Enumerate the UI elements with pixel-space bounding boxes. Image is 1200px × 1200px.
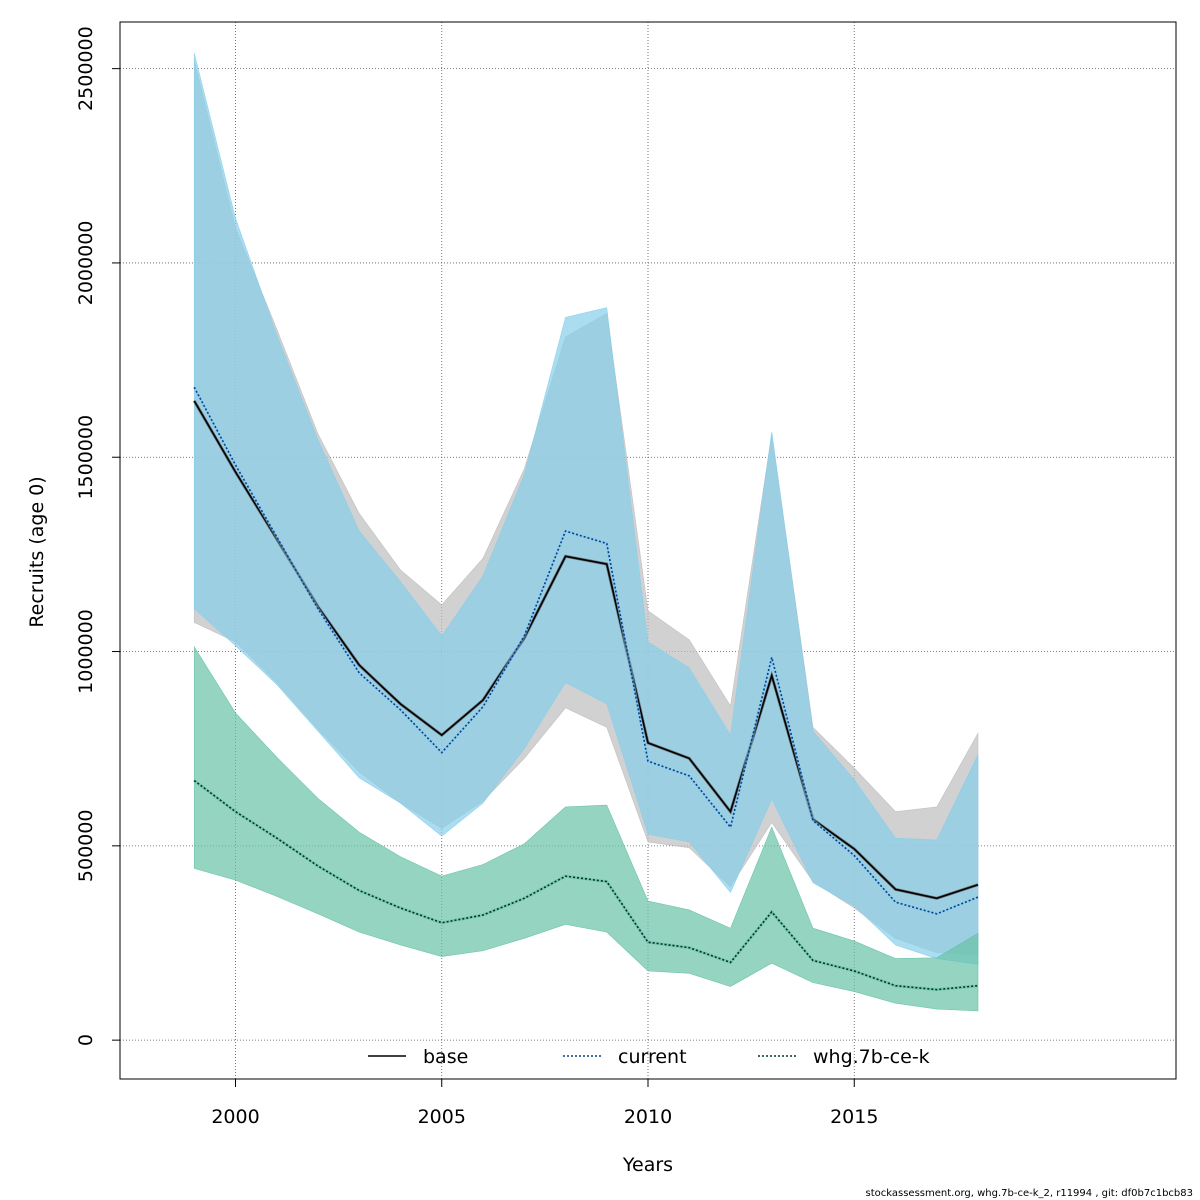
x-tick-label: 2010 bbox=[624, 1106, 672, 1128]
x-axis-title: Years bbox=[622, 1154, 673, 1176]
legend: base current whg.7b-ce-k bbox=[368, 1046, 930, 1068]
series-line-whg.7b-ce-k bbox=[193, 779, 979, 991]
legend-label-current: current bbox=[618, 1046, 687, 1068]
series-line-base bbox=[193, 400, 979, 900]
x-tick-label: 2005 bbox=[418, 1106, 466, 1128]
x-axis-ticks: 2000 2005 2010 2015 bbox=[211, 1079, 878, 1128]
y-tick-label: 1500000 bbox=[75, 415, 97, 500]
footer-note: stockassessment.org, whg.7b-ce-k_2, r119… bbox=[866, 1188, 1193, 1199]
x-tick-label: 2000 bbox=[211, 1106, 259, 1128]
y-tick-label: 0 bbox=[75, 1034, 97, 1046]
series-line-halo-current bbox=[192, 386, 979, 916]
confidence-band-whg.7b-ce-k bbox=[193, 645, 979, 1012]
y-tick-label: 1000000 bbox=[75, 609, 97, 694]
series-lines bbox=[192, 386, 979, 992]
y-tick-label: 2500000 bbox=[75, 26, 97, 111]
y-tick-label: 2000000 bbox=[75, 221, 97, 306]
y-tick-label: 500000 bbox=[75, 810, 97, 883]
x-tick-label: 2015 bbox=[830, 1106, 878, 1128]
y-axis-title: Recruits (age 0) bbox=[26, 476, 48, 627]
confidence-bands bbox=[193, 53, 979, 1012]
legend-label-whg.7b-ce-k: whg.7b-ce-k bbox=[813, 1046, 930, 1068]
y-axis-ticks: 0 500000 1000000 1500000 2000000 2500000 bbox=[75, 26, 120, 1046]
legend-label-base: base bbox=[423, 1046, 468, 1068]
